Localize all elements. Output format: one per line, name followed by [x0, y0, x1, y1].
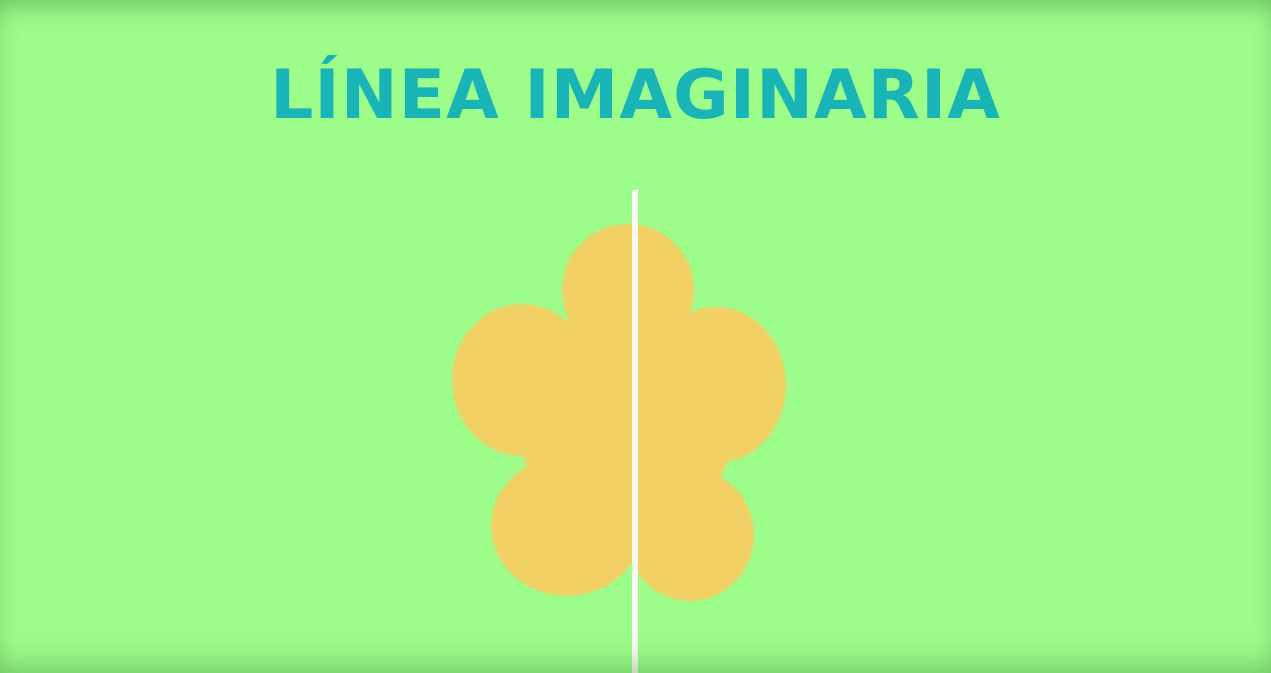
flower-icon [452, 224, 786, 601]
symmetry-line [632, 190, 638, 673]
page-title: LÍNEA IMAGINARIA [270, 56, 1001, 135]
flower-center [518, 300, 734, 540]
